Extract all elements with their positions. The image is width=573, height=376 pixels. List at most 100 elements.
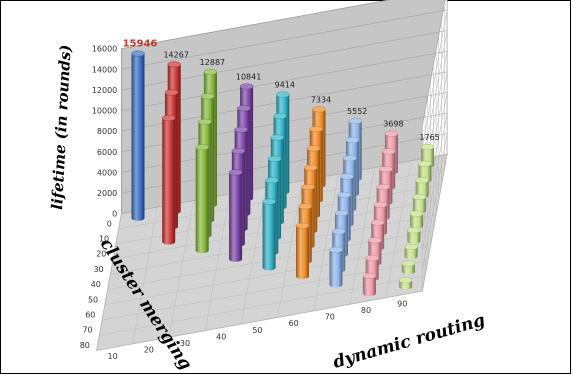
cylinder-cap [379, 166, 393, 173]
floor-gridline [277, 180, 303, 318]
data-label: 12887 [200, 58, 225, 67]
cylinder-cap [301, 184, 315, 191]
cylinder-body [362, 275, 376, 297]
cylinder-body [162, 118, 176, 245]
cylinder-bar [412, 193, 427, 214]
cylinder-cap [237, 105, 251, 112]
data-label: 5552 [347, 107, 367, 116]
dynamic-routing-tick-label: 90 [397, 299, 407, 308]
cylinder-bar [404, 243, 418, 260]
data-label: 1765 [419, 133, 439, 142]
cylinder-cap [418, 160, 432, 167]
floor-gridline [96, 213, 122, 351]
cluster-merging-tick-label: 30 [93, 265, 103, 274]
cylinder-cap [276, 91, 290, 98]
x-axis-title: dynamic routing [331, 310, 488, 373]
cylinder-cap [334, 210, 349, 217]
cylinder-cap [398, 277, 413, 284]
cylinder-bar [295, 222, 310, 279]
cylinder-bar [228, 169, 243, 262]
z-gridline [121, 9, 448, 70]
cylinder-body [329, 249, 343, 288]
cylinder-cap [381, 148, 396, 155]
cylinder-cap [337, 191, 351, 198]
cylinder-cap [200, 93, 215, 100]
cylinder-cap [384, 130, 399, 137]
cluster-merging-tick-label: 20 [96, 250, 106, 259]
z-tick-label: 4000 [97, 168, 117, 177]
cylinder-body [195, 147, 209, 254]
cylinder-cap [370, 219, 385, 226]
cylinder-cap [312, 106, 326, 113]
cylinder-body [412, 196, 426, 214]
cylinder-bar [131, 50, 145, 221]
data-label: 15946 [123, 39, 158, 50]
cylinder-cap [376, 183, 390, 190]
cylinder-cap [368, 237, 382, 244]
cylinder-cap [362, 272, 377, 279]
dynamic-routing-tick-label: 10 [108, 352, 118, 361]
cluster-merging-tick-label: 40 [91, 280, 101, 289]
floor-gridline [204, 193, 231, 331]
dynamic-routing-tick-label: 70 [325, 313, 335, 322]
z-tick-label: 16000 [92, 45, 117, 54]
cluster-merging-tick-label: 80 [80, 341, 90, 350]
cylinder-cap [309, 126, 323, 133]
cylinder-body [296, 225, 309, 279]
dynamic-routing-tick-label: 20 [144, 346, 154, 355]
cylinder-bar [329, 246, 343, 288]
floor-gridline [132, 207, 158, 344]
cylinder-cap [404, 243, 418, 250]
cylinder-bar [398, 277, 413, 290]
cylinder-cap [343, 155, 357, 162]
data-label: 14267 [163, 50, 188, 59]
z-tick-label: 12000 [92, 86, 117, 95]
z-gridline [121, 0, 390, 49]
cylinder-cap [195, 144, 209, 151]
cylinder-cap [340, 173, 354, 180]
floor-gridline [422, 154, 448, 292]
floor-gridline [385, 160, 412, 298]
chart-data-labels: 1765 3698 5552 7334 9414 10841 12887 14267 15946 [123, 39, 440, 142]
cylinder-cap [239, 83, 254, 90]
cylinder-cap [203, 68, 218, 75]
cylinder-cap [267, 155, 282, 162]
cylinder-cap [332, 228, 346, 235]
cylinder-cap [273, 113, 287, 120]
data-label: 10841 [236, 72, 261, 81]
cylinder-bar [409, 210, 424, 229]
cylinder-body [262, 201, 276, 271]
chart-tick-labels: 0 2000 4000 6000 8000 10000 12000 14000 16000 0 10… [80, 45, 408, 362]
cylinder-cap [231, 147, 246, 154]
cylinder-cap [167, 61, 181, 68]
dynamic-routing-tick-label: 60 [289, 319, 299, 328]
cylinder-cap [131, 50, 145, 57]
cylinder-cap [348, 118, 362, 125]
cluster-merging-tick-label: 70 [82, 326, 92, 335]
z-gridline-side [422, 0, 446, 127]
cylinder-cap [164, 89, 179, 96]
cylinder-cap [420, 143, 435, 150]
z-gridline-side [422, 92, 448, 230]
cylinder-cap [401, 260, 416, 267]
z-tick-label: 14000 [92, 65, 117, 74]
cylinder-cap [262, 198, 276, 205]
data-label: 9414 [275, 81, 295, 90]
cluster-merging-tick-label: 50 [88, 295, 98, 304]
cylinder-cap [407, 227, 421, 234]
chart-bars [131, 50, 435, 297]
cylinder-cap [365, 255, 379, 262]
cylinder-bar [195, 144, 209, 254]
floor-gridline [241, 187, 267, 325]
floor-gridline [313, 174, 339, 311]
dynamic-routing-tick-label: 40 [216, 332, 226, 341]
z-tick-label: 0 [112, 210, 117, 219]
cylinder-bar [415, 177, 429, 199]
cluster-merging-tick-label: 60 [85, 311, 95, 320]
cylinder-cap [412, 193, 427, 200]
cylinder-cap [329, 246, 343, 253]
data-label: 3698 [383, 120, 403, 129]
cylinder-bar [401, 260, 416, 275]
cylinder-cap [304, 164, 318, 171]
